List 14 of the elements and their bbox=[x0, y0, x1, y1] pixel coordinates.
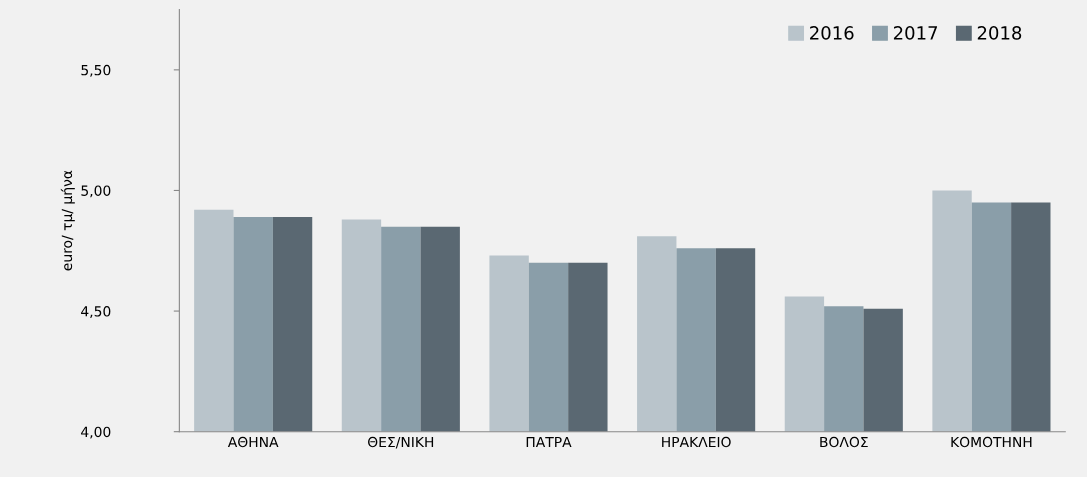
legend-label: 2018 bbox=[977, 26, 1022, 40]
y-tick-label: 4,00 bbox=[81, 426, 111, 439]
legend-label: 2016 bbox=[810, 26, 854, 40]
legend-label: 2017 bbox=[893, 26, 938, 40]
x-tick-label: ΑΘΗΝΑ bbox=[227, 436, 279, 448]
y-tick-label: 4,50 bbox=[81, 306, 111, 318]
y-tick-label: 5,50 bbox=[81, 64, 111, 77]
x-tick-label: ΠΑΤΡΑ bbox=[526, 436, 572, 448]
x-tick-label: ΗΡΑΚΛΕΙΟ bbox=[662, 436, 731, 448]
y-axis-title: euro/ τμ/ μήνα bbox=[60, 170, 75, 271]
x-tick-label: ΘΕΣ/ΝΙΚΗ bbox=[368, 436, 434, 449]
y-tick-label: 5,00 bbox=[81, 185, 111, 198]
x-tick-label: ΒΟΛΟΣ bbox=[820, 436, 868, 448]
x-tick-label: ΚΟΜΟΤΗΝΗ bbox=[951, 436, 1032, 448]
